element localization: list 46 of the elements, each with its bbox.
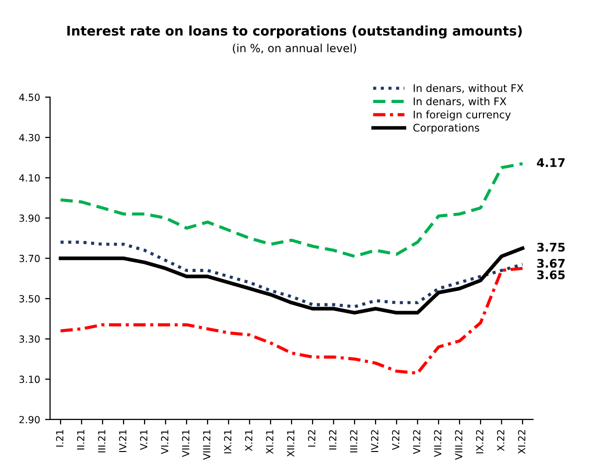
x-tick-label: VII.22: [434, 430, 442, 457]
y-tick-label: 3.90: [19, 214, 40, 222]
x-tick-label: XI.21: [266, 430, 274, 454]
legend-label: In denars, without FX: [414, 84, 524, 94]
x-tick-label: II.21: [77, 430, 84, 450]
y-tick-label: 3.10: [19, 376, 40, 384]
y-tick-label: 2.90: [19, 416, 40, 424]
x-tick-label: III.21: [98, 430, 106, 452]
x-tick-label: XII.21: [287, 430, 294, 457]
x-tick-label: X.21: [245, 430, 252, 452]
x-tick-label: VII.21: [182, 430, 190, 457]
x-tick-label: IX.21: [224, 430, 232, 454]
y-tick-label: 4.30: [19, 134, 40, 142]
x-tick-label: IV.21: [119, 430, 126, 452]
legend-label: In denars, with FX: [414, 97, 506, 106]
x-tick-label: VIII.21: [203, 430, 210, 460]
x-tick-label: X.22: [497, 430, 504, 452]
y-tick-label: 4.50: [19, 94, 40, 101]
chart-subtitle: (in %, on annual level): [232, 44, 356, 54]
x-tick-label: II.22: [329, 430, 336, 450]
legend-label: In foreign currency: [414, 110, 511, 120]
y-tick-label: 3.30: [19, 335, 40, 343]
data-label: 3.67: [537, 258, 565, 268]
data-label: 3.65: [537, 270, 565, 280]
y-tick-label: 3.50: [19, 295, 40, 302]
line-series: [59, 162, 524, 258]
data-label: 4.17: [536, 158, 565, 167]
line-series: [58, 246, 524, 315]
x-tick-label: IX.22: [476, 430, 484, 454]
x-tick-label: I.22: [308, 430, 316, 447]
x-tick-label: IV.22: [371, 430, 378, 452]
x-tick-label: III.22: [350, 430, 358, 452]
data-label: 3.75: [537, 242, 565, 252]
y-tick-label: 4.10: [19, 174, 40, 182]
chart-title: Interest rate on loans to corporations (outstanding amounts): [67, 26, 522, 38]
line-series: [59, 266, 524, 375]
x-tick-label: VI.21: [161, 430, 168, 454]
x-tick-label: V.21: [140, 430, 148, 450]
x-tick-label: VIII.22: [455, 430, 462, 460]
x-tick-label: VI.22: [413, 430, 420, 454]
y-tick-label: 3.70: [19, 254, 40, 262]
x-tick-label: I.21: [56, 430, 64, 447]
legend-label: Corporations: [413, 124, 480, 134]
x-tick-label: XI.22: [518, 430, 526, 454]
line-series: [59, 240, 524, 308]
x-tick-label: V.22: [392, 430, 400, 450]
